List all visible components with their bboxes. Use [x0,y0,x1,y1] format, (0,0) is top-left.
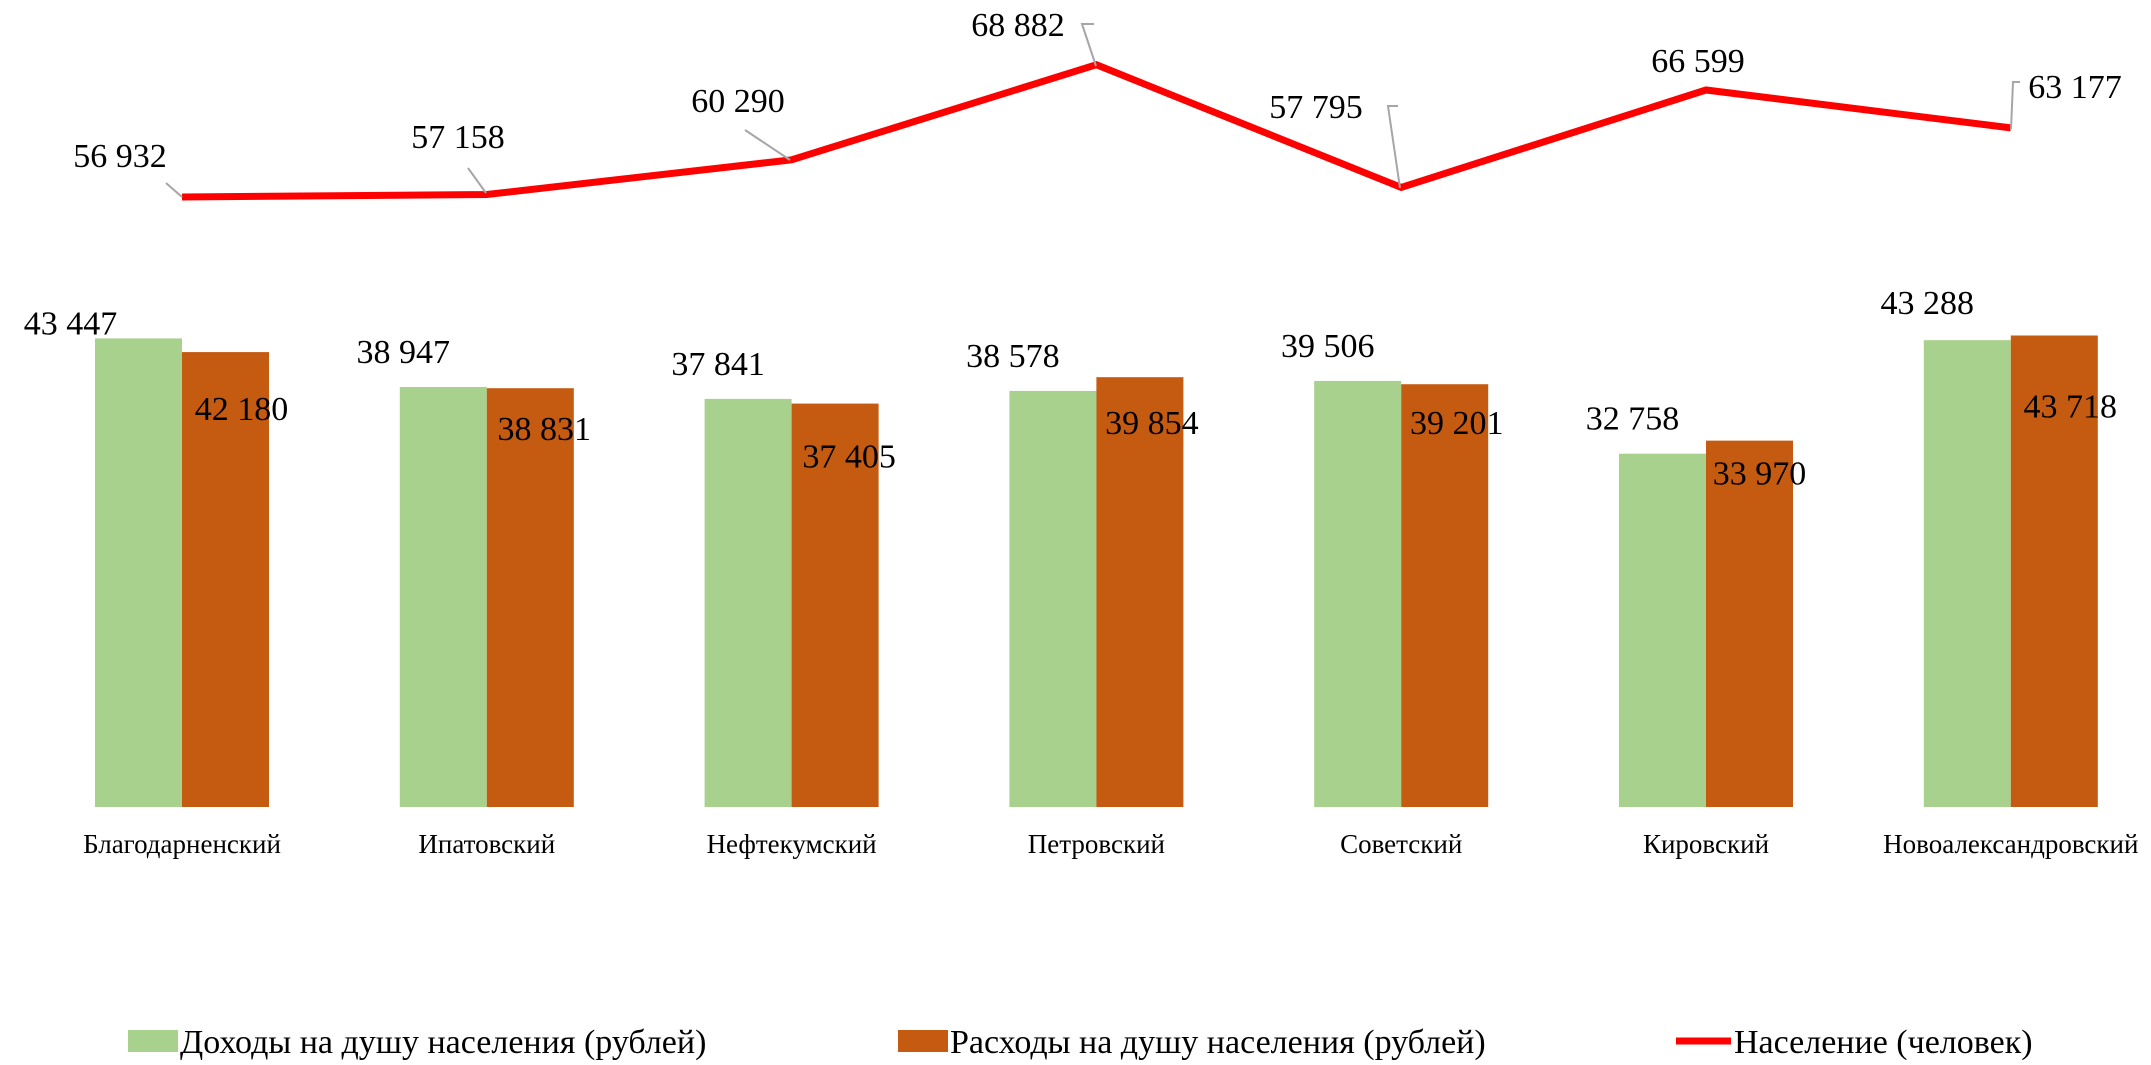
label-income-6: 43 288 [1881,285,1975,322]
label-expense-1: 38 831 [498,411,592,448]
leader-line-3 [1080,23,1097,67]
label-expense-4: 39 201 [1410,405,1504,442]
category-label-6: Новоалександровский [1883,829,2138,859]
bars-layer [60,335,2130,808]
category-label-4: Советский [1340,829,1462,859]
category-label-1: Ипатовский [418,829,555,859]
leader-line-0 [165,182,183,198]
bar-expense-4 [1401,384,1489,807]
legend-label-0: Доходы на душу населения (рублей) [180,1024,706,1061]
bar-income-3 [1009,390,1097,807]
label-expense-0: 42 180 [195,391,289,428]
category-label-2: Нефтекумский [707,829,877,859]
category-label-5: Кировский [1643,829,1769,859]
leader-line-6 [2010,81,2020,130]
bar-income-2 [704,398,792,807]
legend-swatch-0 [128,1030,178,1052]
label-income-4: 39 506 [1281,328,1375,365]
bar-expense-5 [1706,440,1793,807]
bar-income-6 [1923,340,2011,807]
bar-income-0 [95,338,182,807]
label-income-1: 38 947 [357,334,451,371]
leader-line-4 [1386,105,1401,189]
category-label-3: Петровский [1028,829,1165,859]
category-label-0: Благодарненский [83,829,281,859]
label-population-4: 57 795 [1269,89,1363,126]
category-axis-labels: Благодарненский Ипатовский Нефтекумский Пет… [83,829,2138,859]
label-population-2: 60 290 [691,83,785,120]
leader-line-2 [744,129,791,161]
label-income-2: 37 841 [671,346,765,383]
label-population-0: 56 932 [73,138,167,175]
bar-expense-6 [2010,335,2098,807]
legend-swatch-1 [898,1030,948,1052]
label-expense-3: 39 854 [1105,405,1199,442]
label-expense-2: 37 405 [802,439,896,476]
label-expense-6: 43 718 [2024,389,2118,426]
bar-expense-3 [1096,377,1184,807]
label-population-3: 68 882 [971,7,1065,44]
bar-expense-2 [791,403,879,807]
legend-label-1: Расходы на душу населения (рублей) [950,1024,1486,1061]
bar-income-4 [1314,380,1402,807]
legend-label-2: Население (человек) [1734,1024,2033,1061]
label-income-0: 43 447 [24,305,118,342]
label-income-3: 38 578 [966,338,1060,375]
leader-line-1 [467,167,487,194]
label-population-5: 66 599 [1651,43,1745,80]
bar-expense-1 [486,388,574,807]
bar-income-1 [399,386,487,807]
label-population-6: 63 177 [2028,69,2122,106]
bar-income-5 [1619,453,1706,807]
label-population-1: 57 158 [411,119,505,156]
bar-expense-0 [182,352,269,807]
labels-layer: 43 447 42 180 38 947 38 831 37 841 37 405 38 5… [24,7,2122,493]
legend: Доходы на душу населения (рублей) Расходы… [128,1024,2033,1061]
label-income-5: 32 758 [1586,401,1680,438]
label-expense-5: 33 970 [1713,456,1807,493]
